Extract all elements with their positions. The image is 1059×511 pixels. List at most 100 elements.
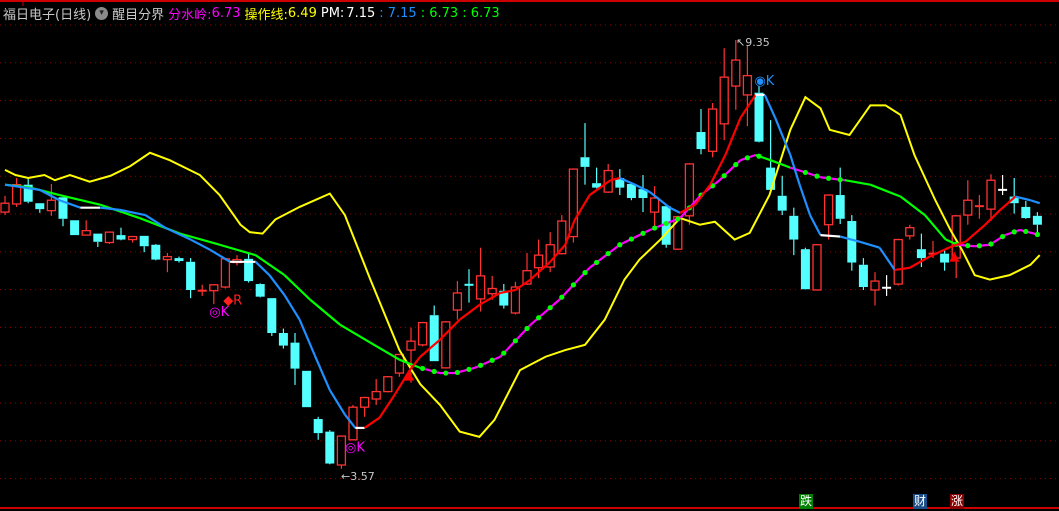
candle-down bbox=[580, 157, 590, 167]
fsl-dot bbox=[721, 173, 727, 179]
candle-up bbox=[336, 435, 347, 466]
fsl-dot bbox=[733, 162, 739, 168]
pm-line-segment bbox=[144, 214, 166, 229]
fsl-line-segment bbox=[283, 274, 311, 301]
candle-down bbox=[278, 333, 288, 346]
pm-line-segment bbox=[298, 319, 316, 356]
fsl-dot bbox=[478, 362, 484, 368]
fsl-dot bbox=[652, 225, 658, 231]
candle-down bbox=[35, 203, 45, 210]
fsl-line-segment bbox=[588, 243, 621, 269]
pm-line-segment bbox=[1030, 199, 1041, 205]
candle-up bbox=[870, 280, 880, 291]
pm-line-segment bbox=[619, 176, 636, 186]
candle-up bbox=[684, 163, 695, 217]
fsl-dot bbox=[675, 216, 681, 222]
pm-line-segment bbox=[39, 188, 61, 202]
signal-marker: ▲ bbox=[949, 249, 959, 264]
pm-line-segment bbox=[393, 369, 411, 396]
pm-value-2: : 7.15 bbox=[379, 6, 417, 21]
fsl-dot bbox=[628, 236, 635, 242]
czx-value: 6.49 bbox=[287, 6, 317, 21]
fsl-dot bbox=[617, 242, 623, 248]
badge-zhang[interactable]: 涨 bbox=[950, 494, 964, 509]
candle-up bbox=[568, 168, 579, 238]
candle-down bbox=[174, 258, 184, 262]
stock-title[interactable]: 福日电子(日线) bbox=[3, 8, 92, 23]
pm-line-segment bbox=[478, 291, 501, 306]
candle-up bbox=[441, 321, 451, 369]
candle-up bbox=[104, 231, 115, 244]
pm-line-segment bbox=[929, 245, 951, 258]
pm-line-segment bbox=[419, 338, 441, 358]
candle-down bbox=[255, 284, 265, 297]
candle-up bbox=[359, 396, 370, 408]
candle-down bbox=[302, 370, 312, 408]
candle-down bbox=[789, 215, 799, 240]
chevron-down-circle-icon[interactable]: ▾ bbox=[95, 7, 109, 20]
pm-line-segment bbox=[724, 117, 742, 156]
pm-line-segment bbox=[610, 176, 621, 182]
signal-marker: ▲ bbox=[404, 368, 414, 383]
pm-line-segment bbox=[694, 184, 712, 206]
fsl-line-segment bbox=[529, 298, 561, 326]
pm-line-segment bbox=[529, 260, 551, 281]
pm-line-segment bbox=[878, 247, 896, 271]
fsl-line-segment bbox=[59, 193, 101, 206]
fsl-dot bbox=[976, 243, 983, 249]
candle-up bbox=[533, 254, 544, 269]
pm-line-segment bbox=[789, 154, 801, 186]
candle-down bbox=[1032, 215, 1042, 225]
pm-line-segment bbox=[999, 195, 1017, 211]
candle-up bbox=[893, 238, 903, 285]
badge-die[interactable]: 跌 bbox=[799, 494, 813, 509]
candle-down bbox=[940, 253, 950, 263]
pm-line-segment bbox=[313, 354, 331, 391]
candle-up bbox=[951, 215, 961, 259]
candle-up bbox=[603, 169, 613, 193]
pm-line-segment bbox=[283, 294, 301, 321]
fsl-dot bbox=[420, 365, 426, 372]
candle-up bbox=[905, 227, 915, 237]
fsl-dot bbox=[582, 270, 588, 276]
fsl-dot bbox=[965, 243, 971, 249]
fsl-line-segment bbox=[309, 298, 341, 326]
fsl-dot bbox=[431, 368, 437, 375]
candle-down bbox=[70, 220, 80, 236]
pm-line-segment bbox=[649, 191, 671, 209]
pm-line-segment bbox=[164, 226, 192, 241]
signal-marker: ◎K bbox=[345, 440, 365, 455]
fsl-dot bbox=[605, 250, 611, 257]
indicator-name[interactable]: 醒目分界 bbox=[112, 8, 165, 23]
badge-cai[interactable]: 财 bbox=[913, 494, 927, 509]
pm-line-segment bbox=[268, 274, 286, 296]
candle-down bbox=[23, 184, 33, 202]
candle-down bbox=[847, 221, 857, 263]
fsl-line-segment bbox=[924, 214, 947, 241]
candle-down bbox=[615, 177, 625, 188]
candle-up bbox=[649, 197, 660, 213]
candle-up bbox=[812, 244, 822, 291]
pm-line-segment bbox=[254, 261, 271, 276]
signal-marker: ◆R bbox=[223, 294, 242, 309]
pm-line-segment bbox=[984, 209, 1002, 226]
pm-line-segment bbox=[564, 219, 576, 246]
candle-up bbox=[475, 275, 486, 300]
candle-down bbox=[916, 249, 926, 259]
fsl-dot bbox=[1011, 229, 1017, 235]
candle-down bbox=[638, 189, 648, 199]
pm-line-segment bbox=[820, 234, 841, 238]
fsl-value: 6.73 bbox=[211, 6, 241, 21]
pm-line-segment bbox=[774, 117, 792, 156]
candle-up bbox=[719, 76, 729, 125]
pm-line-segment bbox=[634, 183, 651, 194]
candle-up bbox=[963, 199, 973, 216]
czx-label: 操作线: bbox=[244, 8, 288, 23]
pm-line-segment bbox=[549, 244, 567, 263]
candle-up bbox=[127, 235, 138, 241]
fsl-dot bbox=[814, 173, 820, 179]
candle-up bbox=[522, 270, 532, 285]
fsl-dot bbox=[466, 366, 472, 372]
candle-up bbox=[394, 353, 405, 374]
